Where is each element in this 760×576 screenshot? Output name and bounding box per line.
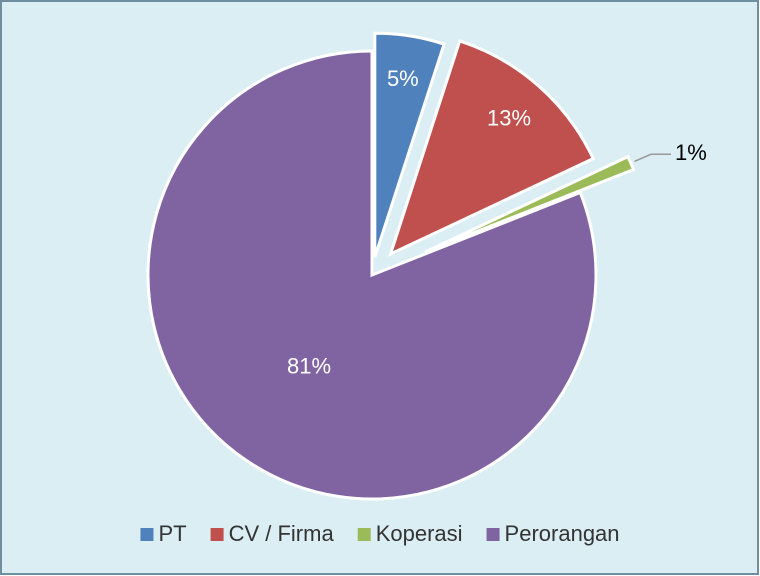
pie-slice	[424, 154, 636, 254]
legend-label: CV / Firma	[229, 521, 335, 546]
pie-slice	[146, 49, 598, 501]
legend-label: PT	[158, 521, 186, 546]
data-label: 5%	[387, 66, 419, 91]
leader-line	[634, 153, 671, 163]
data-label: 13%	[487, 105, 531, 130]
legend-label: Perorangan	[505, 521, 620, 546]
pie-slice	[388, 39, 596, 257]
data-label: 81%	[287, 353, 331, 378]
legend-swatch	[140, 528, 154, 541]
legend-swatch	[357, 528, 371, 541]
pie: 5% 13% 1% 81%	[146, 31, 707, 501]
data-label: 1%	[675, 140, 707, 165]
legend-label: Koperasi	[376, 521, 463, 546]
legend-swatch	[486, 528, 500, 541]
legend: PT CV / Firma Koperasi Perorangan	[140, 521, 620, 546]
pie-slice	[373, 31, 446, 258]
legend-swatch	[210, 528, 224, 541]
